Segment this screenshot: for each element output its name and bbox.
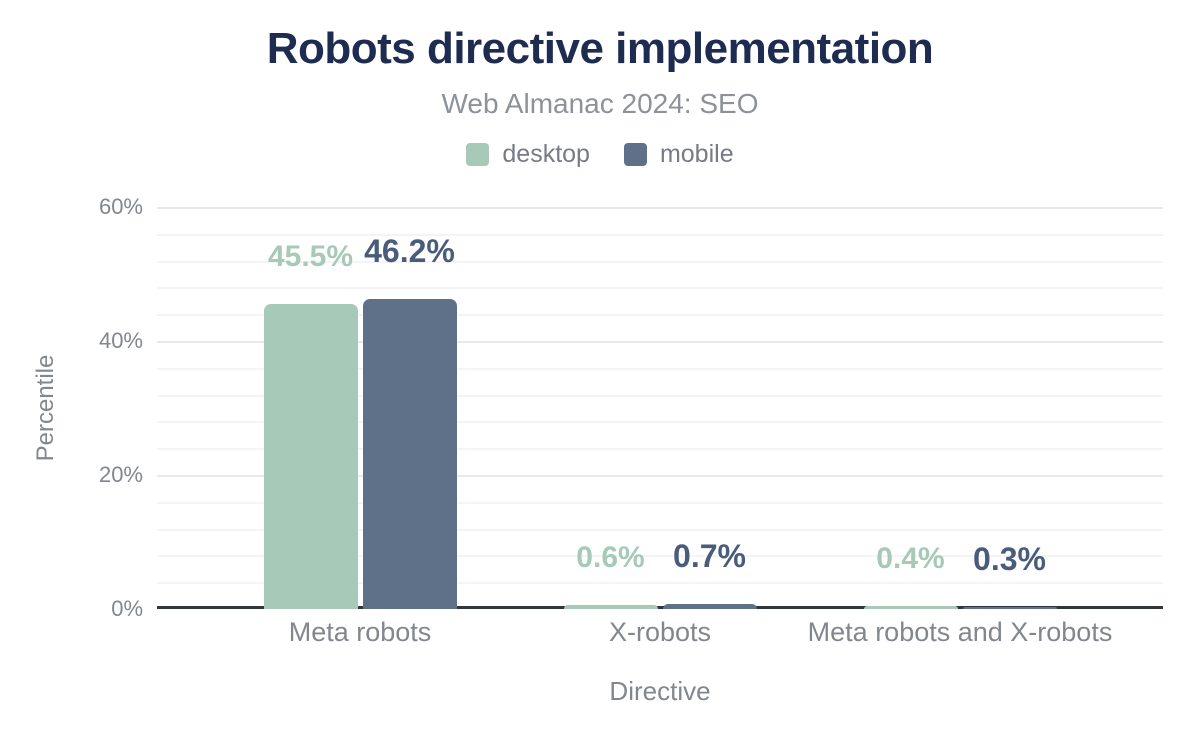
bar-mobile-x-robots[interactable] bbox=[662, 604, 757, 609]
y-tick-label: 20% bbox=[98, 462, 143, 487]
y-tick-label: 40% bbox=[98, 328, 143, 353]
bar-mobile-meta-robots-and-x-robots[interactable] bbox=[962, 607, 1057, 609]
legend-label: desktop bbox=[502, 139, 590, 168]
bar-desktop-meta-robots-and-x-robots[interactable] bbox=[863, 606, 958, 609]
category-label-x-robots: X-robots bbox=[608, 617, 712, 647]
minor-gridline bbox=[157, 368, 1163, 370]
minor-gridline bbox=[157, 287, 1163, 289]
bar-desktop-x-robots[interactable] bbox=[563, 605, 658, 609]
bar-mobile-meta-robots[interactable] bbox=[362, 299, 457, 609]
major-gridline bbox=[157, 341, 1163, 343]
x-axis-title: Directive bbox=[609, 676, 711, 706]
value-label-desktop-meta-robots: 45.5% bbox=[267, 240, 354, 273]
minor-gridline bbox=[157, 395, 1163, 397]
minor-gridline bbox=[157, 314, 1163, 316]
category-label-meta-robots-and-x-robots: Meta robots and X-robots bbox=[807, 617, 1113, 647]
legend-swatch-desktop-icon bbox=[466, 142, 490, 166]
minor-gridline bbox=[157, 261, 1163, 263]
minor-gridline bbox=[157, 529, 1163, 531]
minor-gridline bbox=[157, 421, 1163, 423]
legend: desktop mobile bbox=[0, 140, 1200, 168]
chart-subtitle: Web Almanac 2024: SEO bbox=[441, 88, 759, 119]
value-label-desktop-x-robots: 0.6% bbox=[576, 541, 645, 574]
legend-item-mobile[interactable]: mobile bbox=[623, 139, 734, 169]
x-axis-line bbox=[157, 606, 1163, 609]
legend-swatch-mobile-icon bbox=[623, 142, 647, 166]
y-tick-label: 0% bbox=[111, 596, 143, 621]
category-label-meta-robots: Meta robots bbox=[288, 617, 432, 647]
value-label-mobile-meta-robots-and-x-robots: 0.3% bbox=[973, 541, 1046, 577]
legend-item-desktop[interactable]: desktop bbox=[466, 140, 590, 169]
major-gridline bbox=[157, 475, 1163, 477]
value-label-mobile-x-robots: 0.7% bbox=[673, 538, 746, 574]
y-axis-title: Percentile bbox=[32, 354, 59, 462]
value-label-desktop-meta-robots-and-x-robots: 0.4% bbox=[876, 542, 945, 575]
minor-gridline bbox=[157, 234, 1163, 236]
chart-title: Robots directive implementation bbox=[266, 24, 934, 73]
minor-gridline bbox=[157, 502, 1163, 504]
legend-label: mobile bbox=[659, 139, 734, 168]
minor-gridline bbox=[157, 555, 1163, 557]
bar-desktop-meta-robots[interactable] bbox=[263, 304, 358, 609]
value-label-mobile-meta-robots: 46.2% bbox=[364, 233, 455, 269]
minor-gridline bbox=[157, 448, 1163, 450]
minor-gridline bbox=[157, 582, 1163, 584]
y-tick-label: 60% bbox=[98, 194, 143, 219]
major-gridline bbox=[157, 207, 1163, 209]
